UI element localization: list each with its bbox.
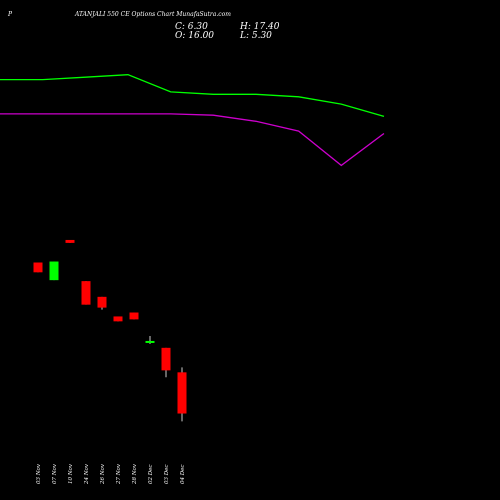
date-label: 04 Dec (180, 465, 186, 485)
date-label: 28 Nov (132, 463, 138, 485)
open-value: O: 16.00 (175, 31, 214, 41)
ma-slow-line (0, 113, 385, 167)
date-label: 10 Nov (68, 463, 74, 484)
candle-body (161, 347, 171, 371)
candle-body (33, 262, 43, 273)
moving-averages (0, 74, 385, 167)
candle-body (145, 340, 155, 343)
chart-title: ATANJALI 550 CE Options Chart MunafaSutr… (74, 11, 231, 18)
date-label: 03 Nov (36, 463, 42, 484)
date-label: 03 Dec (164, 465, 170, 485)
candle-03-dec (161, 347, 171, 378)
date-label: 02 Dec (148, 465, 154, 485)
candle-07-nov (49, 261, 59, 281)
candle-body (49, 261, 59, 281)
candles (33, 239, 187, 422)
candle-03-nov (33, 262, 43, 273)
date-label: 07 Nov (52, 463, 58, 484)
candle-27-nov (113, 316, 123, 322)
low-value: L: 5.30 (239, 31, 272, 41)
candle-28-nov (129, 312, 139, 320)
ma-fast-line (0, 74, 385, 118)
date-label: 26 Nov (100, 463, 106, 485)
date-label: 27 Nov (116, 463, 122, 485)
candle-body (65, 239, 75, 243)
candle-24-nov (81, 281, 91, 305)
candle-body (113, 316, 123, 322)
candle-body (81, 281, 91, 305)
candle-body (97, 296, 107, 308)
candle-body (129, 312, 139, 320)
candle-26-nov (97, 296, 107, 310)
date-label: 24 Nov (84, 463, 90, 485)
candle-04-dec (177, 367, 187, 422)
date-axis: 03 Nov 07 Nov 10 Nov 24 Nov 26 Nov 27 Nov 28 N… (36, 463, 186, 485)
high-value: H: 17.40 (239, 22, 280, 32)
close-value: C: 6.30 (175, 22, 208, 32)
candle-body (177, 372, 187, 414)
chart-prefix: P (7, 11, 13, 18)
candle-10-nov (65, 239, 75, 243)
candle-02-dec (145, 336, 155, 344)
